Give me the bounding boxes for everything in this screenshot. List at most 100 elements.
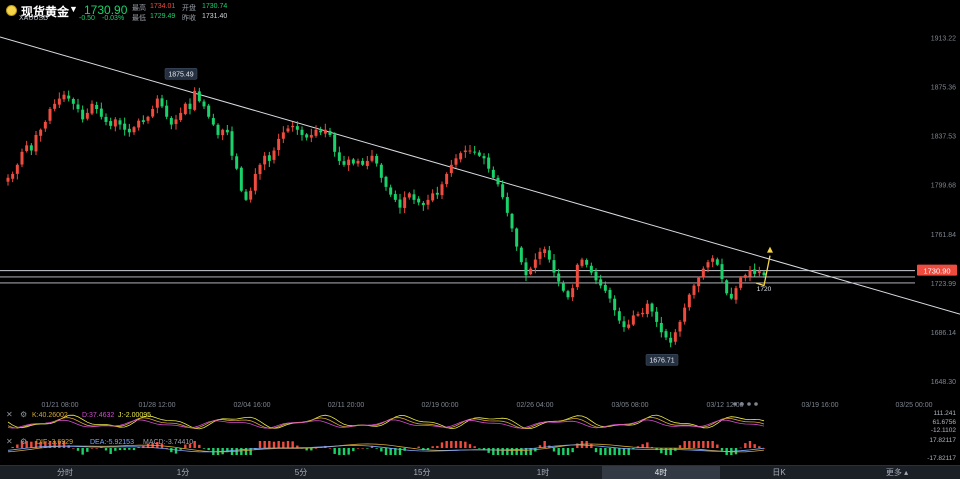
macd-bar [174, 448, 178, 454]
candle-body [585, 260, 589, 265]
macd-bar [272, 441, 276, 448]
macd-bar [249, 448, 252, 455]
settings-macd-icon[interactable]: ⚙ [20, 437, 28, 446]
macd-bar [744, 443, 747, 448]
price-callout-label: 1875.49 [168, 71, 193, 78]
candle-body [337, 152, 341, 161]
pager-dot [740, 402, 744, 406]
candle-body [25, 145, 29, 152]
macd-bar [669, 448, 672, 455]
kdj-tick: -12.1102 [931, 427, 957, 434]
candle-body [547, 250, 551, 260]
x-tick-label: 02/11 20:00 [328, 402, 365, 409]
settings-kdj-icon[interactable]: ⚙ [20, 410, 28, 419]
candle-body [249, 190, 253, 200]
macd-dif-label: DIF:-3.6929 [36, 439, 73, 446]
macd-bar [562, 448, 565, 455]
macd-bar [482, 448, 486, 451]
macd-bar [524, 448, 528, 455]
macd-bar [566, 448, 570, 455]
candle-body [286, 128, 290, 132]
close-kdj-icon[interactable]: ✕ [6, 410, 13, 419]
candle-body [435, 192, 439, 195]
candle-body [678, 321, 682, 332]
candle-body [557, 273, 561, 282]
price-callout-box [164, 67, 198, 80]
x-tick-label: 01/21 08:00 [42, 402, 79, 409]
macd-bar [702, 441, 705, 448]
macd-bar [473, 446, 476, 448]
candle-body [169, 118, 173, 125]
candle-body [627, 324, 631, 328]
macd-bar [100, 447, 103, 448]
forecast-arrow-head [767, 246, 773, 253]
candle-body [277, 138, 281, 150]
candle-body [272, 150, 276, 160]
candle-body [328, 130, 332, 135]
candle-body [85, 112, 89, 119]
candle-body [510, 213, 514, 229]
macd-bar [501, 448, 504, 455]
y-tick-label: 1686.14 [931, 330, 956, 337]
candle-body [160, 98, 164, 107]
candle-body [118, 120, 122, 125]
tab-4hour[interactable]: 4时 [602, 466, 720, 479]
candle-body [183, 103, 187, 115]
macd-bar [123, 448, 126, 451]
kdj-d-label: D:37.4632 [82, 412, 115, 419]
candle-body [291, 125, 295, 128]
candle-body [753, 269, 757, 274]
macd-bar [277, 441, 280, 448]
candle-body [697, 277, 701, 287]
macd-dif-line [7, 443, 765, 453]
macd-bar [468, 444, 472, 448]
candle-body [729, 293, 733, 299]
candle-body [692, 285, 696, 295]
macd-bar [664, 448, 668, 455]
macd-bar [394, 448, 397, 455]
macd-bar [240, 448, 243, 455]
candle-body [571, 288, 575, 298]
close-macd-icon[interactable]: ✕ [6, 437, 13, 446]
macd-bar [515, 448, 518, 455]
macd-bar [552, 448, 556, 452]
tab-timeshare[interactable]: 分时 [57, 468, 73, 477]
candle-body [655, 311, 659, 322]
candle-body [650, 303, 654, 312]
candle-body [151, 108, 155, 117]
macd-bar [39, 442, 42, 448]
candle-body [351, 159, 355, 164]
dropdown-caret-icon[interactable]: ▼ [69, 4, 78, 14]
candle-body [613, 298, 617, 311]
open-label: 开盘 [182, 5, 196, 12]
instrument-name[interactable]: 现货黄金 [21, 5, 70, 19]
tab-1hour[interactable]: 1时 [536, 468, 550, 477]
macd-bar [688, 441, 691, 448]
tab-1min[interactable]: 1分 [176, 468, 190, 477]
macd-bar [417, 446, 420, 448]
candle-body [95, 104, 99, 109]
macd-bar [226, 448, 229, 453]
candle-body [370, 155, 374, 161]
candle-body [454, 158, 458, 165]
macd-bar [62, 441, 66, 448]
candle-body [398, 199, 402, 208]
macd-bar [366, 448, 369, 449]
x-tick-label: 03/25 00:00 [896, 402, 933, 409]
tab-15min[interactable]: 15分 [413, 468, 431, 477]
candle-body [132, 127, 136, 133]
x-tick-label: 03/05 08:00 [612, 402, 649, 409]
tab-5min[interactable]: 5分 [294, 468, 308, 477]
gold-coin-icon [6, 5, 17, 16]
kdj-tick: 61.6756 [933, 419, 957, 426]
candle-body [90, 103, 94, 114]
macd-bar [716, 444, 719, 448]
tab-daily[interactable]: 日K [772, 468, 786, 477]
tab-more[interactable]: 更多 ▴ [885, 468, 909, 477]
macd-bar [375, 448, 378, 449]
macd-bar [282, 441, 285, 448]
candle-body [757, 271, 761, 273]
macd-bar [207, 448, 210, 451]
high-value: 1734.01 [150, 3, 176, 10]
